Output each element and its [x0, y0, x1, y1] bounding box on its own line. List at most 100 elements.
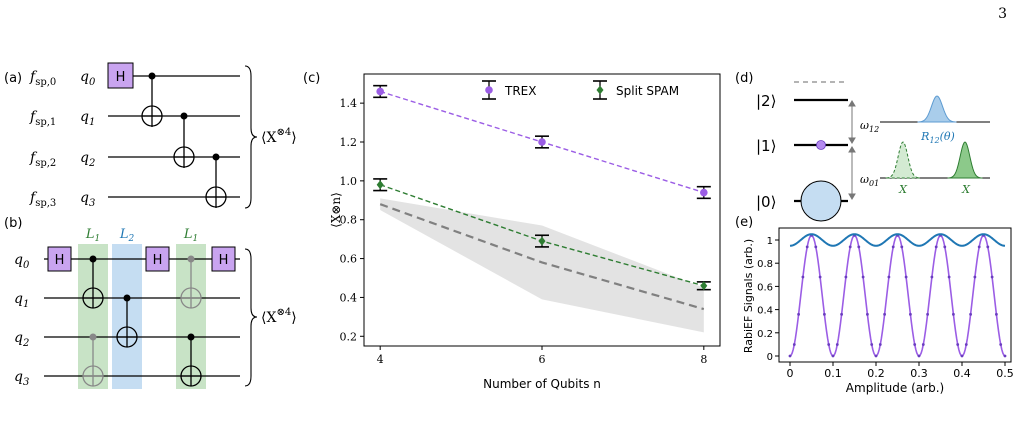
rabi-series-0: [789, 234, 1006, 357]
data-point: [373, 178, 388, 192]
control-dot-q0: [148, 72, 156, 80]
data-point: [696, 185, 711, 200]
rabi-point: [934, 245, 938, 249]
hadamard-b-2-label: H: [153, 253, 163, 268]
rabi-point: [943, 245, 947, 249]
y-tick-label: 1.0: [340, 175, 358, 188]
panel-e: (e) 0 0.1 0.2 0.3 0.4 0.5 0 0.2 0.4 0.6 0.8 1 Ampl…: [735, 215, 1014, 395]
rabi-point: [848, 245, 852, 249]
y-tick-label: 0.8: [340, 214, 358, 227]
legend-entry: TREX: [482, 80, 536, 100]
rabi-point: [921, 343, 925, 346]
x-label-right: X: [961, 183, 971, 196]
rabi-point: [952, 312, 955, 316]
rabi-point: [805, 245, 809, 249]
y-tick-label: 1.4: [340, 97, 358, 110]
rabi-point: [835, 343, 839, 346]
rabi-point: [990, 275, 994, 279]
data-point: [373, 84, 388, 99]
hadamard-gate-q0: [107, 62, 134, 89]
chart-c-xlabel: Number of Qubits n: [483, 377, 601, 391]
row-label-b-q2: q2: [14, 330, 29, 349]
x-tick-label: 8: [700, 353, 707, 366]
level-label-0: |0⟩: [756, 193, 776, 211]
brace-a: [244, 65, 258, 209]
e-x-tick-label: 0.3: [910, 367, 928, 380]
hadamard-b-1: [47, 246, 72, 272]
y-tick-label: 0.6: [340, 253, 358, 266]
rabi-point: [823, 312, 826, 316]
rabi-point: [973, 275, 977, 279]
data-point: [535, 234, 549, 248]
layer2-label: L2: [119, 227, 135, 244]
layer1-label-b: L1: [183, 227, 198, 244]
panel-d-tag: (d): [735, 71, 753, 86]
rabi-point: [844, 275, 848, 279]
data-point: [696, 281, 711, 291]
panel-b: (b) L1 L2 L1 q0 q1 q2 q3 H H H: [4, 216, 297, 389]
e-y-tick-label: 0: [767, 352, 773, 363]
rabi-point: [999, 343, 1003, 346]
rabi-point: [904, 275, 908, 279]
panel-c: (c) 4 6 8 0.2 0.4 0.6 0.8 1.0 1.2 1.4 TREX Split …: [303, 71, 721, 391]
chart-e-frame: [778, 227, 1012, 363]
panel-a: (a) fsp,0 q0 fsp,1 q1 fsp,2 q2 fsp,3 q3 H ⟨X⊗4⟩: [4, 62, 297, 209]
rabi-point: [878, 343, 882, 346]
rabi-point: [831, 354, 835, 358]
rabi-point: [840, 312, 843, 316]
legend-label: Split SPAM: [616, 84, 679, 98]
rabi-point: [827, 343, 831, 346]
control-dot-q1: [180, 112, 188, 120]
rabi-point: [814, 245, 818, 249]
row-label-f1: fsp,1: [29, 109, 56, 128]
ground-state-blob: [800, 180, 842, 222]
data-point: [535, 135, 549, 149]
rabi-point: [947, 275, 951, 279]
brace-b: [244, 248, 258, 387]
panel-d: (d) |2⟩ |1⟩ |0⟩ ω12 ω01 R12(θ) X X: [735, 71, 990, 222]
observable-a: ⟨X⊗4⟩: [261, 127, 297, 146]
panel-c-tag: (c): [303, 71, 320, 86]
row-label-q0: q0: [80, 69, 96, 88]
x-gaussian: [947, 141, 983, 179]
e-x-tick-label: 0.5: [996, 367, 1014, 380]
e-x-tick-label: 0.2: [867, 367, 885, 380]
rabi-point: [870, 343, 874, 346]
x-label-left: X: [898, 183, 908, 196]
rabi-point: [887, 275, 891, 279]
rabi-point: [995, 312, 998, 316]
x-tick-label: 4: [377, 353, 384, 366]
panel-a-tag: (a): [4, 71, 22, 86]
unmitigated-line: [379, 203, 705, 311]
rabi-point: [900, 245, 904, 249]
observable-b: ⟨X⊗4⟩: [261, 307, 297, 326]
row-label-b-q0: q0: [14, 252, 30, 271]
hadamard-b-3: [211, 246, 236, 272]
rabi-point: [1003, 354, 1007, 358]
layer1-label-a: L1: [85, 227, 100, 244]
rabi-point: [891, 245, 895, 249]
rabi-point: [788, 354, 792, 358]
rabi-point: [874, 354, 878, 358]
x-gaussian-dashed: [885, 141, 921, 179]
rabi-point: [986, 245, 990, 249]
hadamard-label: H: [116, 70, 126, 85]
chart-e-ylabel: RabiEF Signals (arb.): [742, 239, 755, 353]
hadamard-b-3-label: H: [219, 253, 229, 268]
hadamard-b-2: [145, 246, 170, 272]
e-x-tick-label: 0: [787, 367, 794, 380]
r12-label: R12(θ): [920, 130, 955, 145]
y-tick-label: 0.4: [340, 291, 358, 304]
x-tick-label: 6: [539, 353, 546, 366]
rabi-point: [883, 312, 886, 316]
rabi-point: [917, 354, 921, 358]
legend-c: TREX Split SPAM: [482, 80, 679, 100]
rabi-point: [977, 245, 981, 249]
row-label-b-q3: q3: [14, 369, 29, 388]
rabi-point: [913, 343, 917, 346]
e-x-tick-label: 0.4: [953, 367, 971, 380]
rabi-point: [909, 312, 912, 316]
rabi-point: [960, 354, 964, 358]
rabi-point: [964, 343, 968, 346]
